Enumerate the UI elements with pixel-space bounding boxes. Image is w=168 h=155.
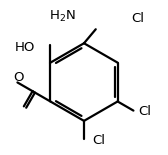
- Text: H$_2$N: H$_2$N: [49, 9, 75, 24]
- Text: O: O: [13, 71, 24, 84]
- Text: Cl: Cl: [92, 134, 105, 147]
- Text: Cl: Cl: [132, 12, 144, 25]
- Text: HO: HO: [15, 41, 35, 54]
- Text: Cl: Cl: [138, 105, 151, 118]
